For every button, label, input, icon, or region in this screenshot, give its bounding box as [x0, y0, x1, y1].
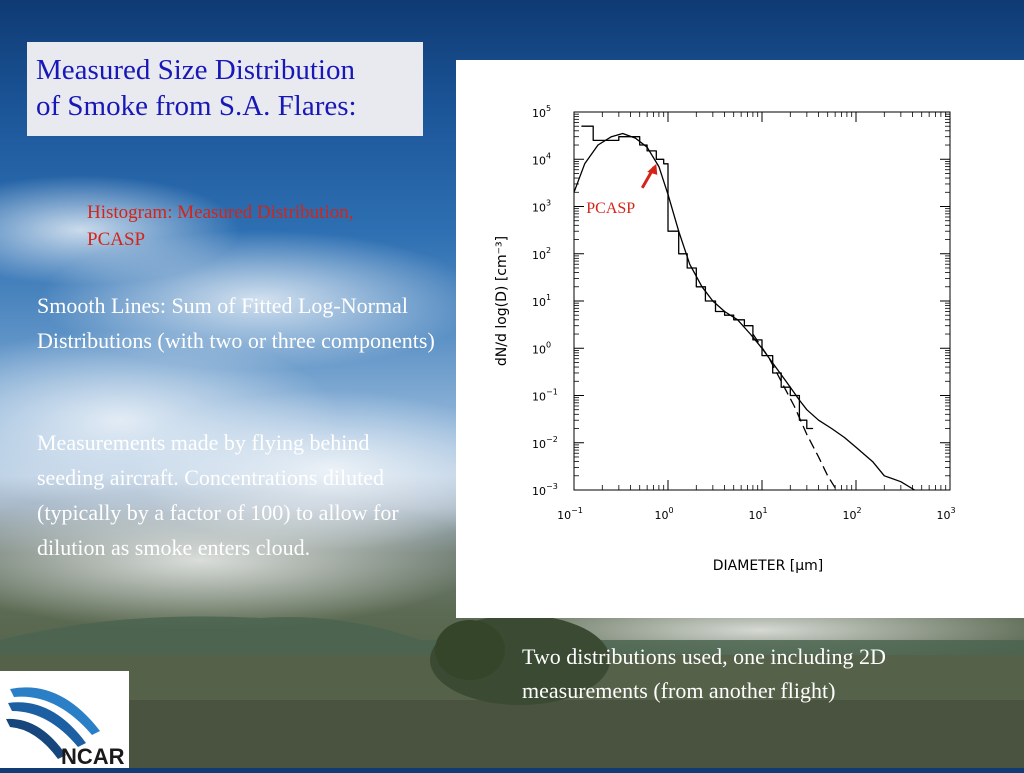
smooth-lines-text: Smooth Lines: Sum of Fitted Log-Normal D… [37, 293, 435, 353]
y-tick-label: 102 [532, 246, 551, 262]
y-tick-label: 101 [532, 293, 551, 309]
y-tick-label: 10−2 [532, 435, 558, 451]
ncar-logo-swoosh-icon [6, 687, 100, 759]
y-tick-label: 104 [532, 151, 551, 167]
histogram-note-line2: PCASP [87, 229, 146, 250]
x-tick-label: 102 [842, 506, 861, 522]
ncar-logo [0, 671, 129, 768]
slide-title-line1: Measured Size Distribution [36, 54, 355, 86]
x-tick-label: 10−1 [557, 506, 583, 522]
x-tick-label: 100 [654, 506, 673, 522]
smooth-fit-series [573, 132, 915, 491]
x-tick-label: 103 [936, 506, 955, 522]
dashed-fit-series [752, 333, 838, 491]
y-tick-label: 103 [532, 199, 551, 215]
bottom-note: Two distributions used, one including 2D… [522, 644, 886, 703]
size-distribution-chart: 10−1 100 101 102 103 10−3 10−2 10−1 100 101 102 103… [494, 104, 956, 574]
measurements-text: Measurements made by flying behind seedi… [37, 430, 399, 560]
slide-title-box: Measured Size Distribution of Smoke from… [27, 42, 423, 136]
x-tick-label: 101 [748, 506, 767, 522]
y-tick-label: 10−1 [532, 388, 558, 404]
plot-frame [573, 111, 951, 491]
pcasp-arrow-head [647, 163, 658, 175]
y-axis-label: dN/d log(D) [cm⁻³] [494, 236, 510, 366]
ncar-logo-text: NCAR [61, 744, 125, 769]
slide-title-line2: of Smoke from S.A. Flares: [36, 90, 357, 122]
y-tick-label: 105 [532, 104, 551, 120]
histogram-note: Histogram: Measured Distribution, PCASP [87, 199, 452, 253]
y-tick-label: 100 [532, 340, 551, 356]
pcasp-annotation-label: PCASP [586, 200, 635, 217]
x-axis-label: DIAMETER [μm] [713, 558, 823, 574]
y-tick-label: 10−3 [532, 482, 558, 498]
histogram-note-line1: Histogram: Measured Distribution, [87, 202, 354, 223]
chart-panel: 10−1 100 101 102 103 10−3 10−2 10−1 100 101 102 103… [456, 60, 1024, 618]
